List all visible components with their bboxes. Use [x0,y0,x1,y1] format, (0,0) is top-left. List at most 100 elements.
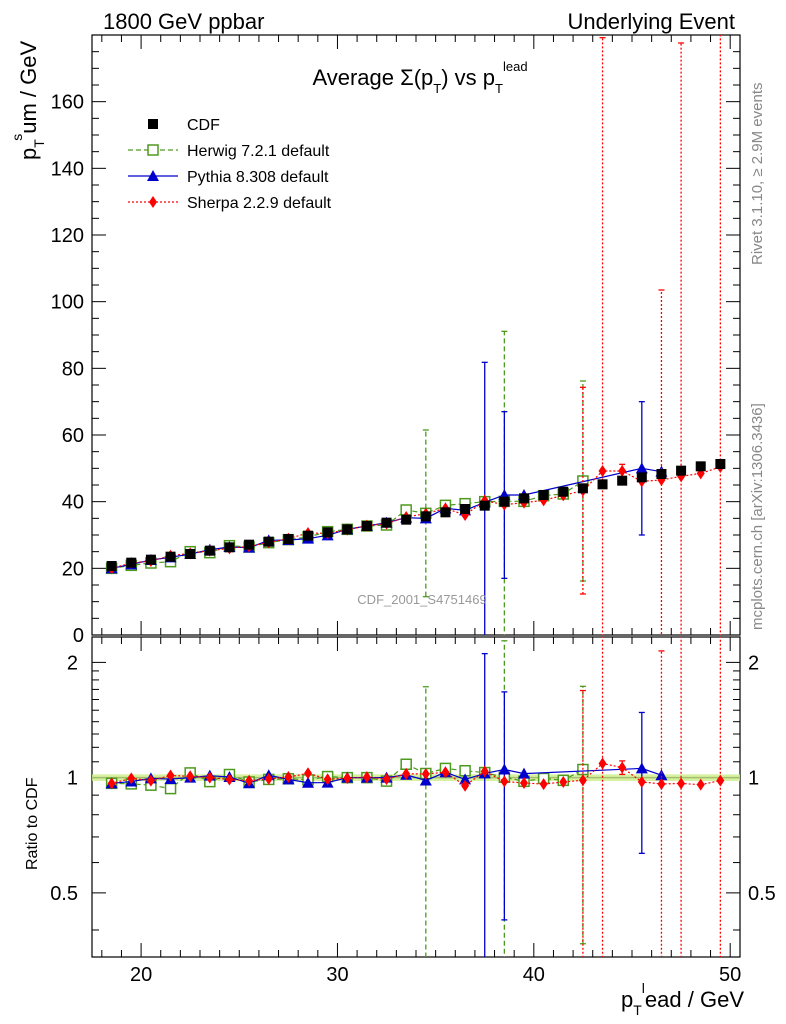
cdf-point [695,461,706,472]
sherpa-ratio-point [637,775,646,788]
herwig-ratio-point [164,782,177,795]
analysis-watermark: CDF_2001_S4751469 [357,592,486,607]
cdf-point [538,490,549,500]
cdf-point [303,530,313,541]
cdf-point [401,514,412,525]
pythia-ratio-point [655,769,668,781]
cdf-point [185,549,196,559]
ratio-tick-label-right: 0.5 [748,883,776,905]
ratio-data-layer [105,637,725,957]
x-tick-label: 30 [326,964,348,986]
y-tick-label: 100 [51,292,84,314]
legend: CDF Herwig 7.2.1 default Pythia 8.308 defa… [128,117,332,212]
pythia-ratio-point [302,776,314,788]
sherpa-ratio-point [520,776,528,789]
cdf-point [656,469,667,479]
sherpa-ratio-point [146,774,155,787]
sherpa-ratio-point [127,772,136,785]
cdf-point [715,459,726,469]
sherpa-ratio-point [421,767,430,780]
legend-cdf-label: CDF [187,117,220,134]
sherpa-ratio-point [343,772,352,785]
y-tick-label: 20 [62,558,84,580]
sherpa-ratio-point [696,778,705,791]
sherpa-ratio-point [480,765,489,778]
cdf-point [322,527,333,538]
pythia-ratio-point [498,763,511,775]
cdf-point [519,493,529,504]
cdf-point [204,545,215,556]
x-axis-label: pTlead / GeV [621,980,744,1018]
cdf-point [617,475,628,486]
pythia-point [635,462,648,474]
legend-pythia-marker [147,170,159,181]
cdf-point [381,517,392,528]
sherpa-ratio-point [598,757,607,770]
ratio-tick-label: 2 [67,652,78,674]
ratio-tick-label-right: 1 [748,768,759,790]
cdf-point [499,496,510,507]
pythia-ratio-point [459,773,472,785]
cdf-point [106,561,117,571]
chart-title: Average Σ(pT) vs pTlead [312,59,527,96]
sherpa-ratio-point [618,761,627,774]
mcplots-label: mcplots.cern.ch [arXiv:1306.3436] [749,403,766,630]
sherpa-ratio-point [304,767,312,780]
y-tick-label: 160 [51,92,84,114]
x-tick-label: 50 [719,964,741,986]
sherpa-ratio-point [205,771,214,784]
legend-sherpa-marker [149,196,157,208]
sherpa-ratio-point [107,777,116,790]
cdf-point [361,521,372,531]
legend-cdf-marker [148,119,158,129]
y-tick-label: 0 [73,625,84,647]
cdf-point [165,551,176,562]
sherpa-ratio-point [264,772,273,785]
cdf-point [283,534,294,544]
y-tick-label: 60 [62,425,84,447]
y-axis-label: pTsum / GeV [9,41,47,160]
sherpa-ratio-point [461,779,470,792]
sherpa-ratio-point [245,774,254,787]
sherpa-ratio-point [559,775,568,788]
ratio-tick-label-right: 2 [748,652,759,674]
cdf-point [244,539,255,550]
sherpa-ratio-point [500,775,509,788]
sherpa-ratio-point [225,773,234,786]
header-right: Underlying Event [567,9,735,34]
cdf-point [224,542,235,553]
cdf-point [479,500,490,511]
y-tick-label: 80 [62,358,84,380]
cdf-point [597,479,608,490]
sherpa-ratio-point [677,777,686,790]
sherpa-ratio-point [539,778,548,791]
sherpa-point [618,465,627,477]
legend-sherpa-label: Sherpa 2.2.9 default [187,195,332,212]
cdf-point [577,483,588,494]
y-tick-label: 140 [51,158,84,180]
ratio-y-axis-label: Ratio to CDF [24,777,41,870]
sherpa-point [598,465,607,477]
herwig-ratio-point [400,758,412,771]
sherpa-ratio-point [441,766,450,779]
pythia-ratio-point [635,762,648,774]
ratio-axes: 0.5 0.5 1 1 2 2 20 30 40 50 [50,637,776,986]
ratio-tick-label: 0.5 [50,883,78,905]
main-data-layer [105,35,726,635]
sherpa-ratio-point [657,777,666,790]
cdf-point [263,536,274,547]
sherpa-ratio-point [323,773,332,786]
pythia-ratio-point [419,774,432,786]
sherpa-ratio-point [578,774,587,787]
main-axes: 0 20 40 60 80 100 120 140 160 [51,35,740,647]
ratio-tick-label: 1 [67,768,78,790]
legend-pythia-label: Pythia 8.308 default [187,169,329,186]
cdf-point [440,507,451,518]
cdf-point [558,486,569,497]
sherpa-ratio-point [716,774,725,787]
x-tick-label: 20 [130,964,152,986]
sherpa-ratio-point [186,770,195,783]
legend-herwig-marker [147,144,159,156]
x-tick-label: 40 [523,964,545,986]
